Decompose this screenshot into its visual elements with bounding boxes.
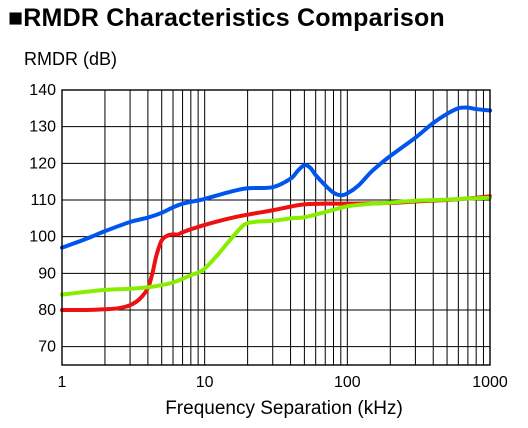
- x-tick-label: 1: [58, 374, 67, 391]
- series-line-1: [60, 105, 492, 250]
- chart-title: ■RMDR Characteristics Comparison: [8, 4, 445, 32]
- y-tick-label: 140: [29, 82, 56, 99]
- y-tick-label: 110: [30, 192, 56, 209]
- y-tick-labels: 70 80 90 100 110 120 130 140: [29, 82, 56, 356]
- series-line-2: [60, 194, 492, 313]
- x-tick-label: 100: [334, 374, 361, 391]
- x-tick-labels: 1 10 100 1000: [58, 374, 508, 391]
- x-tick-label: 10: [196, 374, 214, 391]
- y-tick-label: 90: [38, 265, 56, 282]
- plot-frame: [61, 89, 491, 366]
- series-lines: [60, 105, 492, 313]
- y-tick-label: 80: [38, 302, 56, 319]
- x-tick-label: 1000: [472, 374, 508, 391]
- y-tick-label: 100: [29, 229, 56, 246]
- y-axis-label: RMDR (dB): [24, 49, 117, 69]
- x-axis-label: Frequency Separation (kHz): [165, 398, 403, 419]
- y-tick-label: 130: [29, 119, 56, 136]
- series-line-3: [60, 195, 492, 297]
- y-tick-label: 120: [29, 155, 56, 172]
- y-tick-label: 70: [38, 339, 56, 356]
